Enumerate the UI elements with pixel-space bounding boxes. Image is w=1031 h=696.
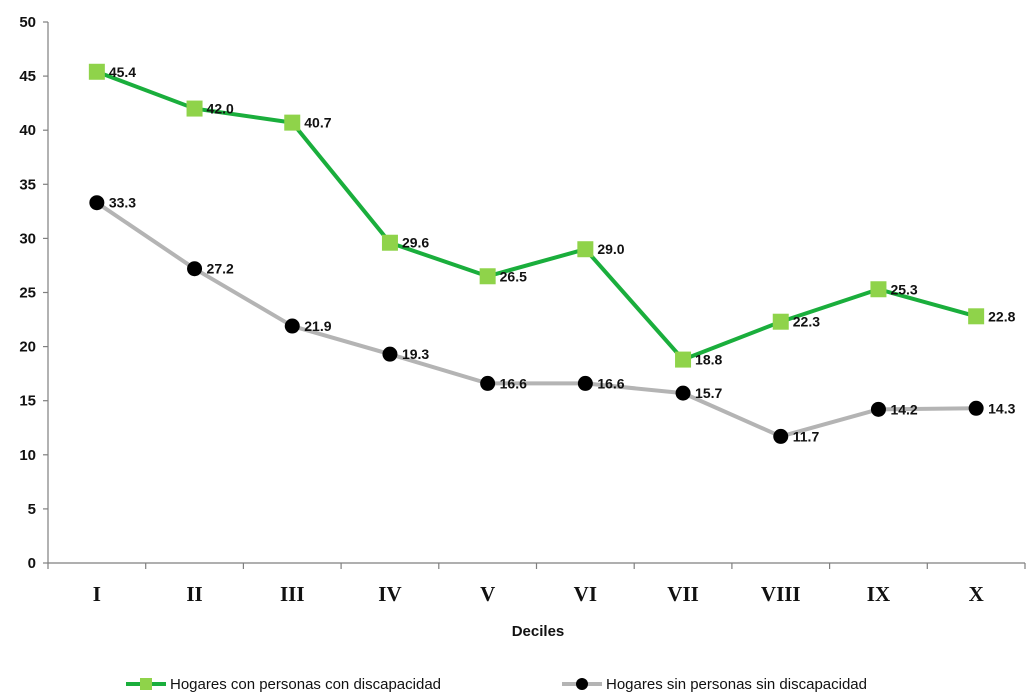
data-point (284, 114, 301, 131)
data-point (870, 281, 887, 298)
data-point (186, 100, 203, 117)
data-point (968, 308, 985, 325)
data-point (89, 195, 105, 211)
data-label: 14.3 (988, 400, 1015, 416)
legend-label: Hogares con personas con discapacidad (170, 676, 441, 693)
data-label: 19.3 (402, 346, 429, 362)
data-label: 16.6 (597, 375, 624, 391)
x-axis-ticks: I II III IV V VI VII VIII IX X (47, 563, 1026, 606)
series-line (96, 69, 977, 362)
data-point (479, 268, 496, 285)
y-axis-ticks: 0 5 10 15 20 25 30 35 40 45 50 (19, 14, 48, 572)
y-tick-label: 25 (19, 285, 36, 302)
data-label: 22.8 (988, 308, 1015, 324)
legend-marker (140, 678, 152, 690)
data-label: 27.2 (207, 261, 234, 277)
legend-label: Hogares sin personas sin discapacidad (606, 676, 867, 693)
data-point (382, 346, 398, 362)
data-point (773, 428, 789, 444)
y-tick-label: 40 (19, 122, 36, 139)
data-label: 40.7 (304, 115, 331, 131)
y-tick-label: 5 (28, 501, 36, 518)
data-label: 18.8 (695, 352, 722, 368)
data-label: 26.5 (500, 268, 527, 284)
x-tick-label: VIII (761, 582, 801, 606)
series-line (95, 201, 977, 439)
y-tick-label: 20 (19, 339, 36, 356)
legend-item: Hogares con personas con discapacidad (126, 676, 441, 693)
legend: Hogares con personas con discapacidad Hog… (126, 676, 867, 693)
data-point (675, 351, 692, 368)
x-tick-label: III (280, 582, 305, 606)
data-label: 29.6 (402, 235, 429, 251)
data-point (870, 401, 886, 417)
data-point (187, 261, 203, 277)
y-tick-label: 15 (19, 393, 36, 410)
data-label: 25.3 (890, 281, 917, 297)
data-label: 11.7 (793, 428, 820, 444)
data-point (577, 375, 593, 391)
data-point (284, 318, 300, 334)
data-label: 42.0 (207, 101, 234, 117)
legend-item: Hogares sin personas sin discapacidad (562, 676, 867, 693)
data-point (381, 234, 398, 251)
x-tick-label: X (969, 582, 984, 606)
data-label: 16.6 (500, 375, 527, 391)
data-label: 22.3 (793, 314, 820, 330)
x-tick-label: V (480, 582, 495, 606)
data-point (577, 241, 594, 258)
data-point (88, 63, 105, 80)
legend-marker (576, 678, 588, 690)
series-layer: 45.4 42.0 40.7 29.6 26.5 29.0 18.8 22.3 25.3 22.8… (88, 63, 1016, 444)
y-tick-label: 10 (19, 447, 36, 464)
x-tick-label: VII (667, 582, 699, 606)
x-tick-label: I (93, 582, 101, 606)
data-label: 14.2 (890, 401, 917, 417)
y-tick-label: 35 (19, 176, 36, 193)
data-label: 29.0 (597, 241, 624, 257)
data-label: 33.3 (109, 195, 136, 211)
data-point (675, 385, 691, 401)
x-tick-label: IX (867, 582, 890, 606)
y-tick-label: 50 (19, 14, 36, 31)
y-tick-label: 30 (19, 230, 36, 247)
x-tick-label: VI (574, 582, 597, 606)
x-axis-label: Deciles (512, 623, 565, 640)
data-point (772, 313, 789, 330)
y-tick-label: 0 (28, 555, 36, 572)
series-1: 45.4 42.0 40.7 29.6 26.5 29.0 18.8 22.3 25.3 22.8 (88, 63, 1016, 368)
x-tick-label: II (186, 582, 202, 606)
x-tick-label: IV (378, 582, 401, 606)
data-label: 15.7 (695, 385, 722, 401)
data-point (480, 375, 496, 391)
data-label: 45.4 (109, 64, 136, 80)
y-tick-label: 45 (19, 68, 36, 85)
data-label: 21.9 (304, 318, 331, 334)
series-2: 33.3 27.2 21.9 19.3 16.6 16.6 15.7 11.7 14.2 14.3 (89, 195, 1016, 444)
data-point (968, 400, 984, 416)
